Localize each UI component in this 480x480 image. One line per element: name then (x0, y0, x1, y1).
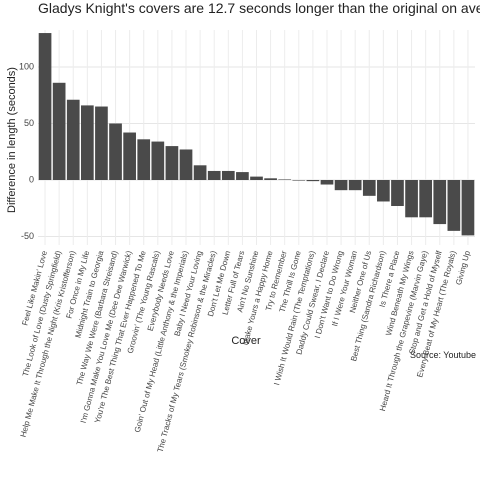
bar (377, 180, 390, 202)
bar (250, 176, 263, 181)
bar (362, 180, 376, 196)
bar (405, 180, 418, 218)
bar (334, 180, 348, 191)
y-tick-label: 100 (19, 61, 34, 71)
bar (320, 180, 334, 185)
bar (433, 180, 447, 225)
bar (391, 180, 404, 207)
bar (447, 180, 461, 231)
y-axis-title: Difference in length (seconds) (6, 67, 18, 213)
y-tick-label: -50 (21, 231, 34, 241)
bar (123, 132, 136, 181)
bar (66, 99, 80, 181)
bar (109, 123, 122, 181)
bar (278, 179, 292, 181)
bar (179, 149, 193, 181)
x-axis-title: Cover (231, 335, 261, 347)
bar (95, 106, 108, 181)
bar (151, 141, 165, 181)
bar (236, 172, 249, 181)
chart-title: Gladys Knight's covers are 12.7 seconds … (38, 0, 480, 16)
bar (38, 33, 52, 181)
bar (348, 180, 362, 191)
caption: Source: Youtube (410, 350, 476, 360)
bar (419, 180, 433, 218)
bar (207, 170, 221, 181)
bar (193, 165, 207, 181)
bar (264, 178, 277, 181)
bar (306, 180, 320, 182)
bar (461, 180, 475, 236)
bar (80, 105, 94, 181)
bar (221, 170, 235, 181)
y-tick-label: 50 (24, 118, 34, 128)
y-tick-label: 0 (29, 174, 34, 184)
bar (52, 82, 66, 181)
bar (292, 180, 306, 181)
bar (137, 139, 151, 181)
bar (165, 146, 179, 181)
